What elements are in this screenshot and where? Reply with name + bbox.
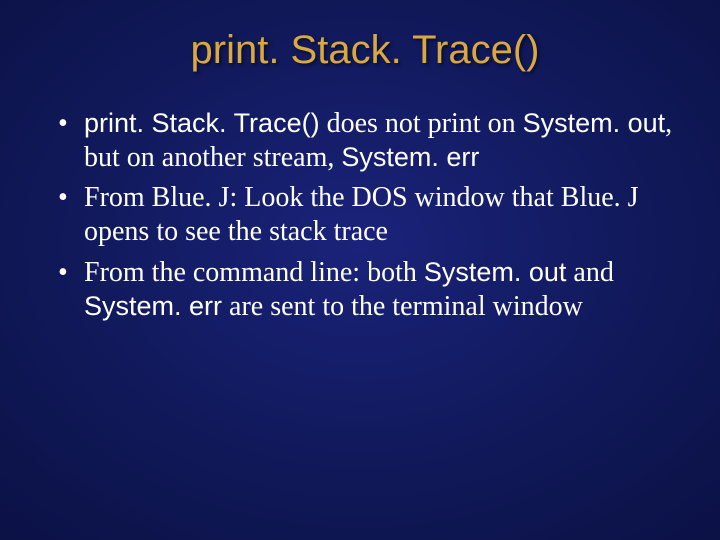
slide-title: print. Stack. Trace() xyxy=(50,28,680,73)
code-text: System. err xyxy=(84,291,222,321)
bullet-item: From the command line: both System. out … xyxy=(50,256,680,324)
code-text: System. err xyxy=(341,142,479,172)
body-text: From the command line: both xyxy=(84,257,424,288)
body-text: and xyxy=(566,257,613,288)
bullet-item: print. Stack. Trace() does not print on … xyxy=(50,107,680,175)
body-text: From Blue. J: Look the DOS window that B… xyxy=(84,182,639,247)
slide: print. Stack. Trace() print. Stack. Trac… xyxy=(0,0,720,540)
body-text: does not print on xyxy=(320,108,523,139)
bullet-item: From Blue. J: Look the DOS window that B… xyxy=(50,181,680,249)
body-text: are sent to the terminal window xyxy=(222,291,583,322)
code-text: print. Stack. Trace() xyxy=(84,108,320,138)
code-text: System. out xyxy=(523,108,666,138)
code-text: System. out xyxy=(424,257,567,287)
bullet-list: print. Stack. Trace() does not print on … xyxy=(50,107,680,324)
